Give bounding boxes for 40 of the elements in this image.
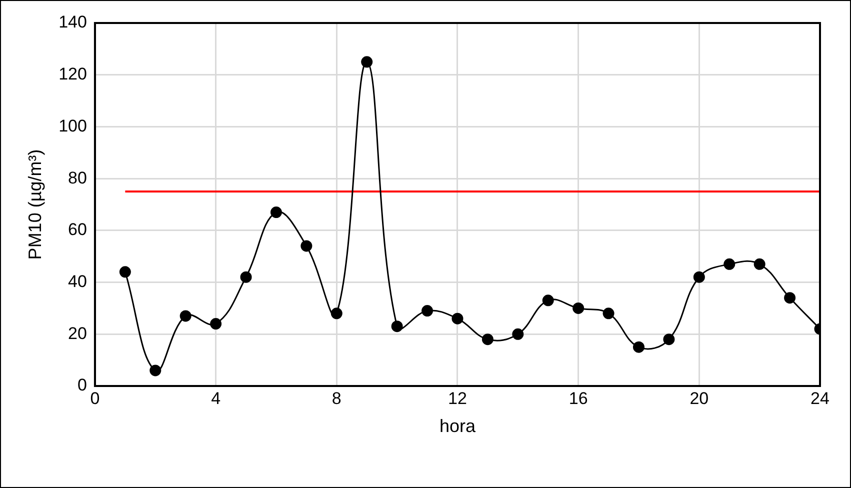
y-tick-label: 140 xyxy=(58,12,87,32)
x-tick-label: 24 xyxy=(810,388,830,408)
point xyxy=(391,320,403,332)
x-tick-label: 0 xyxy=(90,388,100,408)
point xyxy=(512,328,524,340)
x-axis-title: hora xyxy=(439,416,476,436)
point xyxy=(754,258,766,270)
point xyxy=(180,310,192,322)
x-tick-label: 4 xyxy=(211,388,221,408)
point xyxy=(210,318,222,330)
y-tick-label: 120 xyxy=(58,64,87,84)
point xyxy=(422,305,434,317)
y-axis-title: PM10 (µg/m³) xyxy=(24,149,45,260)
point xyxy=(150,364,162,376)
point xyxy=(632,341,644,353)
y-tick-label: 40 xyxy=(68,272,87,291)
point xyxy=(482,334,494,346)
point xyxy=(602,308,614,320)
y-tick-label: 60 xyxy=(68,220,87,240)
y-tick-label: 80 xyxy=(68,168,87,188)
point xyxy=(240,271,252,283)
y-tick-label: 100 xyxy=(58,116,87,136)
point xyxy=(300,240,312,252)
point xyxy=(330,308,342,320)
x-tick-label: 16 xyxy=(568,388,588,408)
point xyxy=(784,292,796,304)
point xyxy=(361,56,373,68)
y-tick-label: 0 xyxy=(77,376,87,395)
point xyxy=(452,312,464,324)
point xyxy=(542,294,554,306)
x-tick-label: 12 xyxy=(448,388,467,408)
y-tick-label: 20 xyxy=(68,324,87,343)
x-tick-label: 8 xyxy=(332,388,342,408)
point xyxy=(270,206,282,218)
x-tick-label: 20 xyxy=(690,388,709,408)
point xyxy=(724,258,736,270)
point xyxy=(663,334,675,346)
point xyxy=(693,271,705,283)
point xyxy=(572,302,584,314)
point xyxy=(119,266,131,278)
